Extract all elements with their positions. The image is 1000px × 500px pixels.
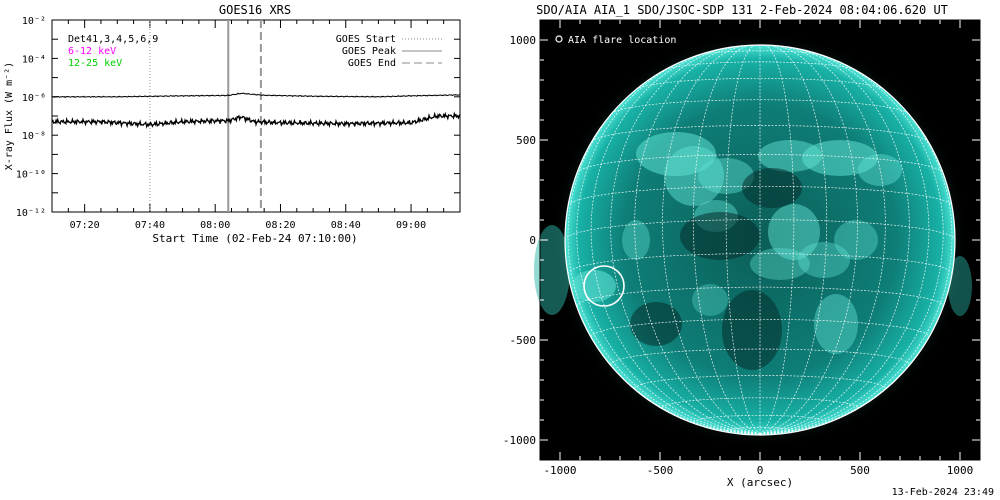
generated-timestamp: 13-Feb-2024 23:49 (891, 487, 994, 498)
series-high-line (51, 111, 461, 129)
limb-loop (534, 225, 570, 315)
longitude-line (576, 53, 761, 435)
x-tick-label: 07:40 (135, 220, 165, 231)
aia-legend-flare-location: AIA flare location (568, 35, 676, 46)
aia-axes: -1000 -500 0 500 1000 1000 500 0 -500 -1000 (503, 19, 981, 477)
y-tick-label: 10⁻² (22, 16, 46, 27)
aia-x-tick-label: 500 (850, 464, 870, 477)
aia-xlabel: X (arcsec) (727, 476, 793, 489)
aia-x-tick-label: 1000 (947, 464, 974, 477)
goes-series (51, 92, 461, 129)
dark-region (680, 212, 760, 260)
legend-flare-marker-icon (555, 35, 563, 43)
longitude-line (662, 45, 761, 435)
bright-region (798, 242, 850, 278)
longitude-line (634, 45, 761, 435)
aia-y-tick-label: -500 (510, 334, 537, 347)
aia-image-panel: SDO/AIA AIA_1 SDO/JSOC-SDP 131 2-Feb-202… (503, 3, 981, 489)
y-tick-label: 10⁻⁴ (22, 54, 46, 65)
legend-goes-peak-label: GOES Peak (342, 46, 396, 57)
longitude-line (610, 46, 761, 435)
goes-ylabel: X-ray Flux (W m⁻²) (4, 62, 15, 170)
legend-goes-end-label: GOES End (348, 58, 396, 69)
bright-region (698, 158, 754, 194)
bright-region (572, 270, 616, 302)
longitude-line (759, 44, 828, 435)
latitude-line (591, 125, 929, 143)
latitude-line (576, 154, 944, 173)
dark-region (722, 290, 782, 370)
bright-region (834, 220, 878, 260)
x-tick-label: 07:20 (70, 220, 100, 231)
longitude-line (759, 45, 886, 435)
longitude-line (759, 45, 858, 435)
solar-limb (564, 44, 956, 436)
legend-high-band: 12-25 keV (68, 58, 122, 69)
longitude-line (759, 44, 795, 435)
limb-loop (948, 256, 972, 316)
goes-title: GOES16 XRS (219, 3, 291, 17)
y-tick-label: 10⁻⁸ (22, 131, 46, 142)
bright-region (802, 140, 878, 176)
longitude-line (759, 73, 953, 435)
aia-x-tick-label: 0 (757, 464, 764, 477)
dark-region (742, 168, 802, 208)
longitude-line (759, 53, 944, 435)
aia-y-tick-label: 500 (516, 134, 536, 147)
legend-goes-start-label: GOES Start (336, 34, 396, 45)
x-tick-label: 09:00 (396, 220, 426, 231)
x-tick-label: 08:40 (331, 220, 361, 231)
longitude-line (725, 44, 761, 435)
bright-region (750, 248, 810, 280)
y-tick-label: 10⁻¹² (16, 208, 46, 219)
aia-y-tick-label: 0 (529, 234, 536, 247)
bright-region (692, 284, 728, 316)
longitude-line (759, 46, 910, 435)
bright-region (664, 146, 724, 206)
x-tick-label: 08:00 (200, 220, 230, 231)
latitude-line (576, 286, 944, 307)
aia-x-tick-label: -1000 (543, 464, 576, 477)
dark-region (630, 302, 682, 346)
aia-solar-disk (565, 45, 955, 435)
aia-heliographic-grid (564, 44, 956, 436)
longitude-line (567, 73, 761, 435)
goes-xrs-plot: GOES16 XRS 10⁻¹² 10⁻¹⁰ 10⁻⁸ 10⁻⁶ 10⁻⁴ 10⁻² 07… (4, 3, 461, 245)
y-tick-label: 10⁻⁶ (22, 93, 46, 104)
latitude-line (635, 77, 885, 90)
bright-region (622, 220, 650, 260)
aia-flare-marker (583, 265, 625, 307)
longitude-line (692, 44, 761, 435)
bright-region (814, 294, 858, 354)
aia-title: SDO/AIA AIA_1 SDO/JSOC-SDP 131 2-Feb-202… (536, 3, 948, 17)
latitude-line (611, 99, 909, 114)
bright-region (858, 154, 902, 186)
goes-xlabel: Start Time (02-Feb-24 07:10:00) (152, 232, 357, 245)
longitude-line (590, 47, 761, 435)
active-regions (572, 132, 902, 370)
aia-y-tick-label: 1000 (510, 34, 537, 47)
aia-x-tick-label: -500 (647, 464, 674, 477)
longitude-line (759, 47, 930, 435)
goes-event-markers (149, 20, 262, 212)
legend-detectors: Det41,3,4,5,6,9 (68, 34, 158, 45)
legend-low-band: 6-12 keV (68, 46, 116, 57)
x-tick-label: 08:20 (265, 220, 295, 231)
series-low-line (52, 92, 461, 99)
y-tick-label: 10⁻¹⁰ (16, 170, 46, 181)
aia-y-tick-label: -1000 (503, 434, 536, 447)
flare-location-circle (583, 265, 625, 307)
